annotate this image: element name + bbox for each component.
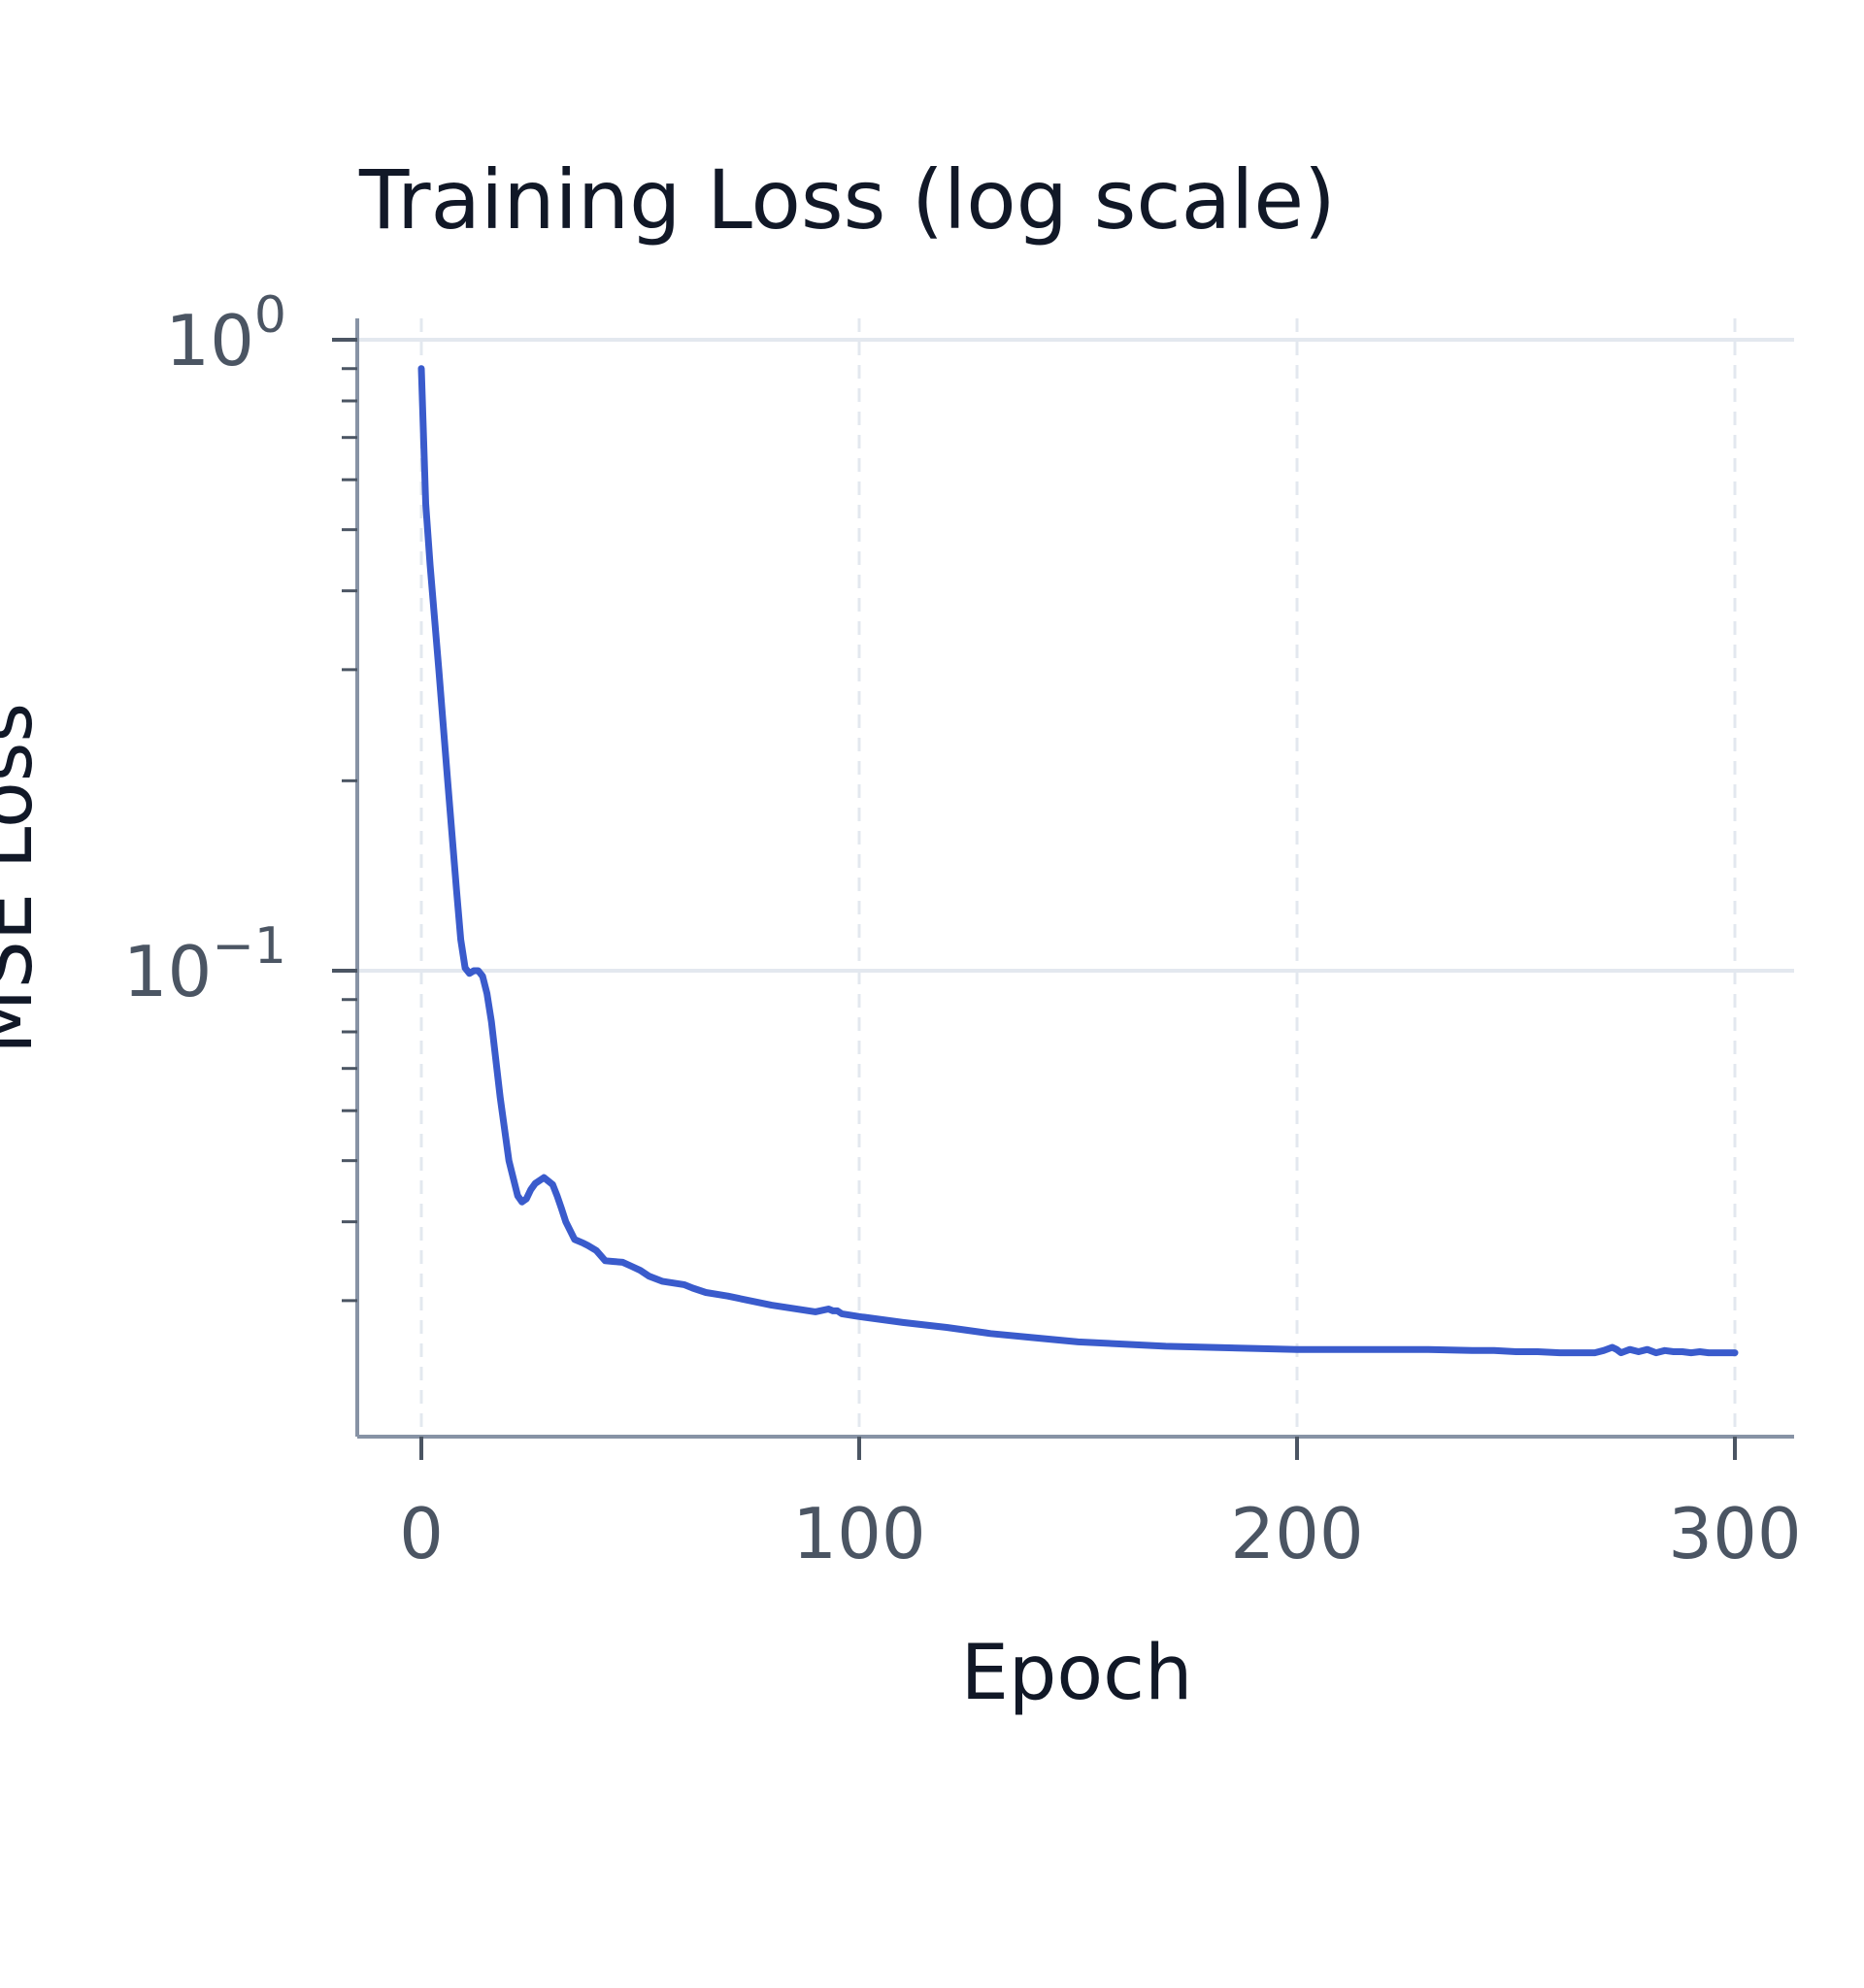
chart-title: Training Loss (log scale) bbox=[358, 152, 1336, 248]
x-tick-label: 0 bbox=[399, 1493, 444, 1574]
series-group bbox=[417, 365, 1739, 1357]
x-axis-label: Epoch bbox=[961, 1630, 1193, 1717]
loss-line bbox=[417, 365, 1739, 1357]
y-axis-label: MSE Loss bbox=[0, 703, 50, 1054]
x-tick-label: 200 bbox=[1230, 1493, 1363, 1574]
y-tick-label: 100 bbox=[165, 286, 286, 381]
y-tick-label: 10−1 bbox=[123, 917, 286, 1012]
axes bbox=[355, 318, 1794, 1439]
x-tick-label: 300 bbox=[1668, 1493, 1801, 1574]
tick-marks bbox=[332, 338, 1737, 1460]
x-tick-label: 100 bbox=[792, 1493, 925, 1574]
grid bbox=[357, 318, 1794, 1437]
